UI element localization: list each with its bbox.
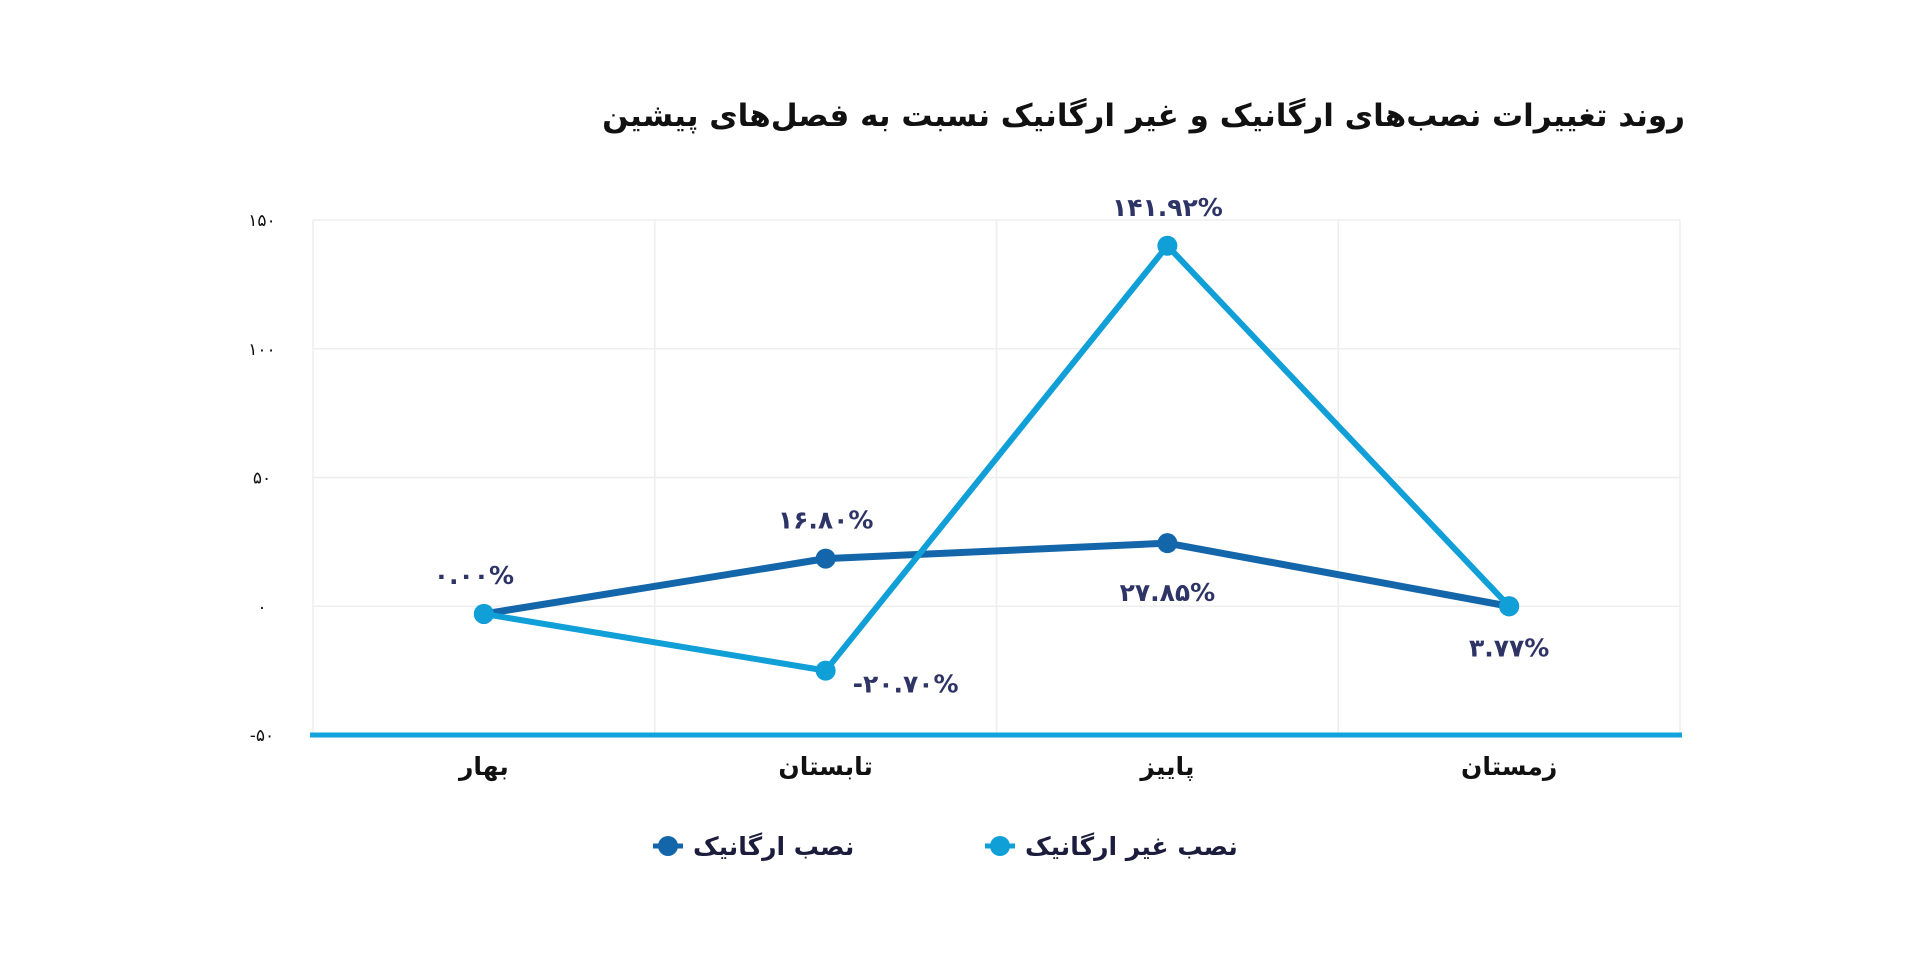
data-point (1157, 533, 1178, 554)
legend-swatch-marker (990, 836, 1010, 856)
data-point (815, 548, 836, 569)
x-tick-label: تابستان (778, 752, 873, 781)
series-inorganic (473, 235, 1520, 681)
x-tick-label: بهار (457, 752, 509, 782)
legend-label: نصب ارگانیک (693, 832, 854, 861)
data-label: ۳.۷۷% (1469, 633, 1549, 662)
x-tick-label: زمستان (1461, 752, 1557, 781)
data-label: ۱۶.۸۰% (778, 506, 874, 535)
series-line (480, 539, 1513, 618)
y-tick-label: ۱۵۰ (248, 211, 275, 231)
data-point (815, 660, 836, 681)
data-label: ۲۷.۸۵% (1120, 578, 1216, 607)
data-label: -۲۰.۷۰% (853, 670, 959, 699)
y-tick-label: -۵۰ (250, 726, 274, 746)
y-tick-label: ۵۰ (253, 469, 271, 489)
legend-swatch-marker (658, 836, 678, 856)
x-tick-label: پاییز (1138, 752, 1194, 782)
data-label: ۱۴۱.۹۲% (1112, 193, 1223, 222)
data-point (1157, 235, 1178, 256)
chart-title: روند تغییرات نصب‌های ارگانیک و غیر ارگان… (602, 98, 1685, 134)
data-point (1499, 596, 1520, 617)
data-label: ۰.۰۰% (434, 561, 514, 590)
data-point (473, 603, 494, 624)
legend-item-inorganic: نصب غیر ارگانیک (985, 832, 1238, 862)
legend-label: نصب غیر ارگانیک (1025, 832, 1238, 862)
y-tick-label: ۰ (257, 597, 266, 617)
y-tick-label: ۱۰۰ (248, 340, 275, 360)
series-line (480, 242, 1513, 674)
legend-item-organic: نصب ارگانیک (653, 832, 854, 861)
